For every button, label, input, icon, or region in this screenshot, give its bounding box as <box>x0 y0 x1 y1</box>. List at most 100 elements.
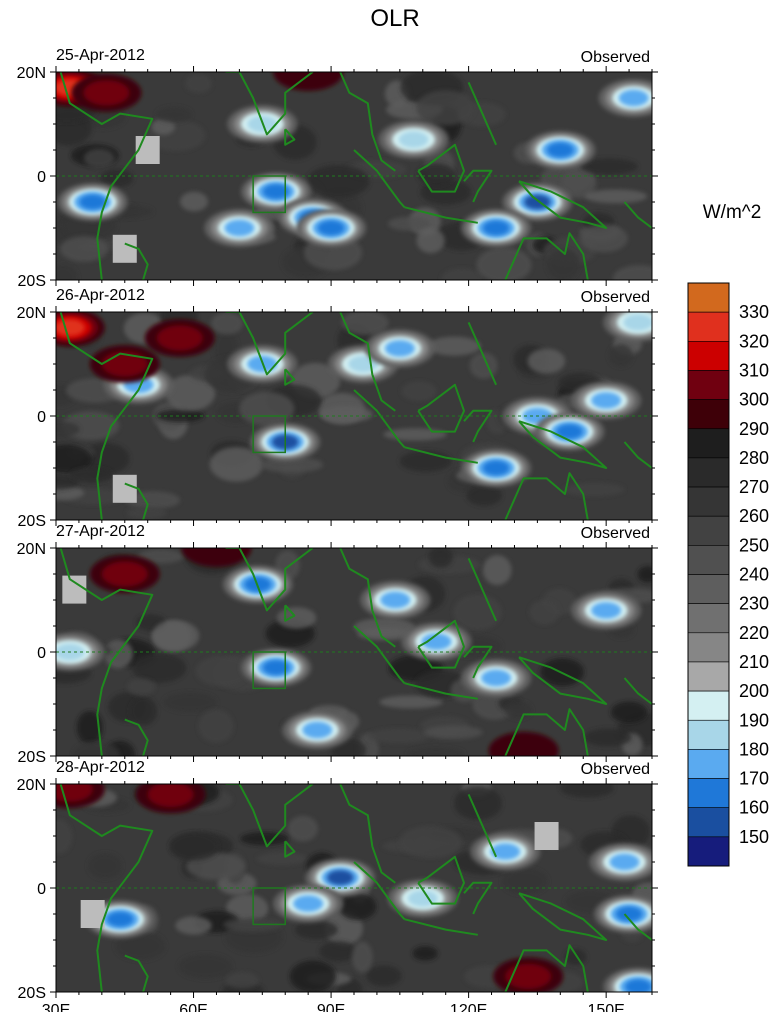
panel-tag: Observed <box>581 525 650 542</box>
olr-texture-patch <box>226 893 269 923</box>
y-tick-label: 20S <box>18 513 46 530</box>
colorbar-segment <box>687 428 730 459</box>
colorbar-label: 190 <box>739 710 769 730</box>
olr-texture-patch <box>60 236 109 262</box>
coastline <box>623 441 652 469</box>
olr-texture-patch <box>527 348 566 374</box>
colorbar-segment <box>687 457 730 488</box>
colorbar-label: 200 <box>739 681 769 701</box>
olr-texture-patch <box>351 941 373 973</box>
olr-texture-patch <box>256 852 308 866</box>
convection-contour <box>293 895 324 912</box>
coastline <box>467 557 498 622</box>
convection-contour <box>302 721 333 739</box>
olr-texture-patch <box>289 960 337 992</box>
olr-texture-patch <box>198 709 234 743</box>
coastline <box>518 420 608 469</box>
olr-texture-patch <box>612 265 652 280</box>
olr-field <box>56 312 652 520</box>
olr-texture-patch <box>151 118 176 135</box>
convection-contour <box>482 460 510 476</box>
convection-contour <box>421 633 452 650</box>
olr-texture-patch <box>195 655 250 687</box>
colorbar-segment <box>687 719 730 750</box>
olr-texture-patch <box>560 784 614 798</box>
panel-tag: Observed <box>581 761 650 778</box>
coastline <box>339 312 396 412</box>
olr-texture-patch <box>56 264 78 280</box>
colorbar-segment <box>687 311 730 342</box>
convection-contour <box>482 220 510 236</box>
coastline <box>463 881 493 915</box>
clear-sky-contour <box>181 548 252 567</box>
reference-region-box <box>252 175 286 214</box>
panel-4: 20N 0 20S 28-Apr-2012 Observed <box>17 759 658 1002</box>
coastline <box>467 81 498 146</box>
olr-field <box>56 548 652 756</box>
olr-texture-patch <box>83 148 115 168</box>
olr-texture-patch <box>156 409 205 423</box>
missing-data-box <box>534 822 559 850</box>
olr-texture-patch <box>529 599 560 625</box>
convection-contour <box>609 853 640 871</box>
y-tick-label: 20S <box>18 749 46 766</box>
coastline <box>404 446 478 464</box>
olr-texture-patch <box>383 428 447 441</box>
clear-sky-contour <box>505 963 552 990</box>
colorbar-segment <box>687 282 730 313</box>
colorbar-label: 260 <box>739 506 769 526</box>
coastline <box>623 201 652 229</box>
convection-contour <box>618 89 649 107</box>
coastline <box>504 472 589 520</box>
olr-texture-patch <box>127 678 156 696</box>
olr-texture-patch <box>610 701 648 724</box>
convection-contour <box>490 843 521 860</box>
reference-region-box <box>252 887 286 926</box>
y-tick-label: 0 <box>37 645 46 662</box>
convection-contour <box>481 669 512 687</box>
clear-sky-contour <box>56 319 85 336</box>
reference-region-box <box>252 415 286 454</box>
convection-contour <box>398 131 429 148</box>
olr-texture-patch <box>504 701 532 719</box>
panel-2: 20N 0 20S 26-Apr-2012 Observed <box>17 287 658 530</box>
coastline <box>504 944 589 992</box>
olr-texture-patch <box>72 741 120 756</box>
olr-texture-patch <box>563 482 625 497</box>
olr-texture-patch <box>69 467 114 483</box>
colorbar-segment <box>687 340 730 371</box>
coastline <box>284 604 296 622</box>
olr-texture-patch <box>319 406 373 423</box>
olr-texture-patch <box>132 653 187 683</box>
y-tick-label: 20N <box>17 305 46 322</box>
olr-texture-patch <box>56 444 92 473</box>
olr-texture-patch <box>482 555 512 586</box>
colorbar-segment <box>687 807 730 838</box>
olr-texture-patch <box>453 594 502 630</box>
coastline <box>417 383 465 433</box>
x-tick-label: 120E <box>450 1002 487 1012</box>
coastline <box>124 954 149 992</box>
olr-texture-patch <box>129 696 158 726</box>
olr-texture-patch <box>88 853 123 879</box>
convection-contour <box>556 424 583 439</box>
coastline <box>225 784 314 848</box>
olr-texture-patch <box>180 191 209 212</box>
olr-texture-patch <box>319 941 358 962</box>
convection-contour <box>317 220 345 236</box>
coastline <box>417 143 465 193</box>
clear-sky-contour <box>156 325 203 351</box>
olr-texture-patch <box>387 216 431 231</box>
olr-texture-patch <box>453 786 503 820</box>
y-tick-label: 0 <box>37 881 46 898</box>
convection-contour <box>591 392 622 409</box>
olr-texture-patch <box>225 972 259 989</box>
clear-sky-contour <box>147 784 194 807</box>
olr-field <box>56 72 652 280</box>
coastline <box>284 840 296 858</box>
coastline <box>124 242 149 280</box>
colorbar-label: 280 <box>739 448 769 468</box>
colorbar-segment <box>687 574 730 604</box>
coastline <box>339 548 396 648</box>
colorbar-segment <box>687 515 730 546</box>
